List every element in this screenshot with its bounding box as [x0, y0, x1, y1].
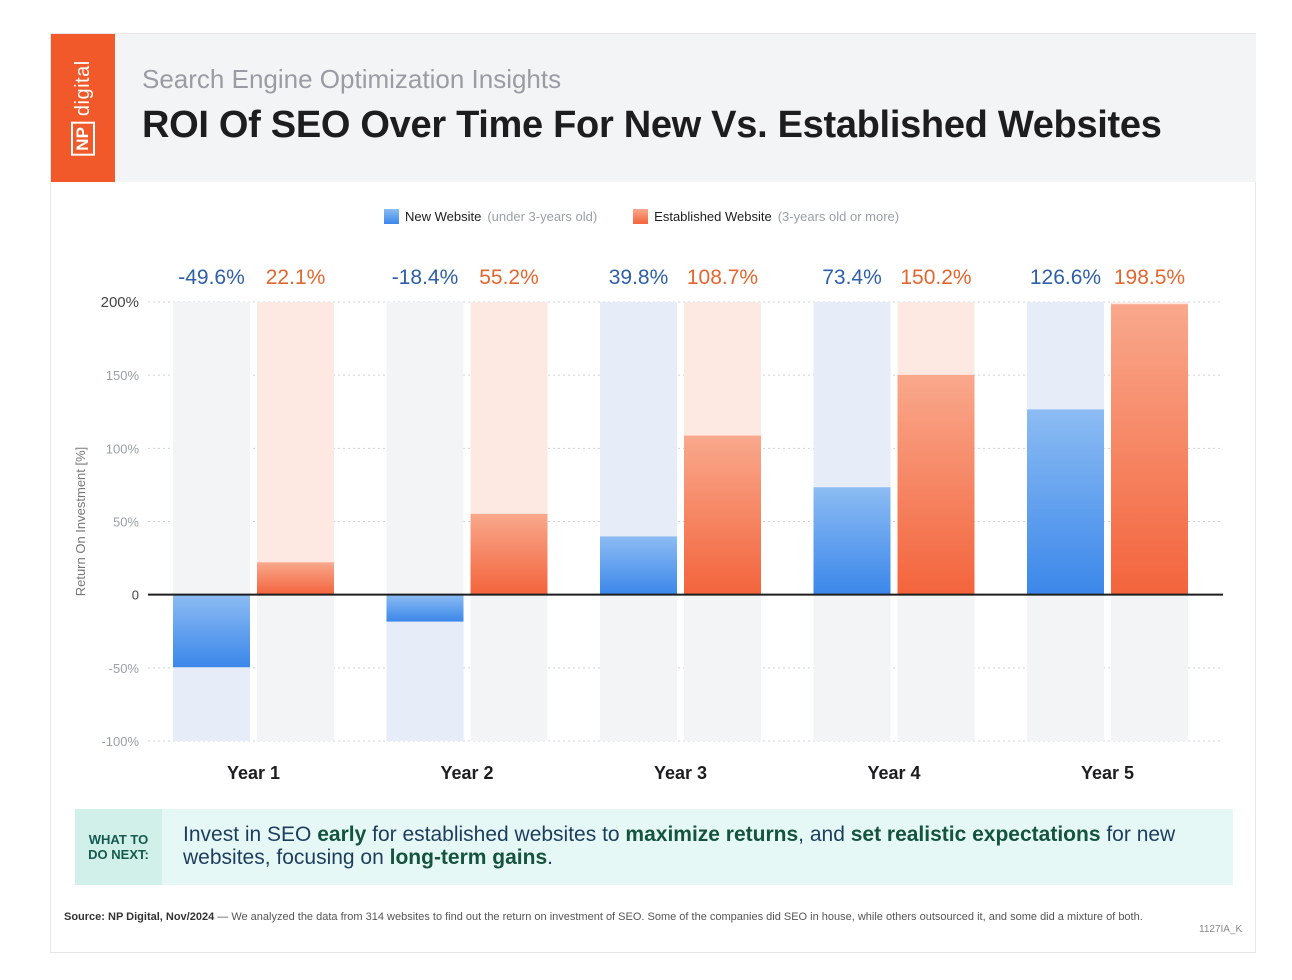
data-label: 55.2%: [479, 266, 539, 289]
new-website-bar: [600, 536, 677, 595]
callout-text-part: , and: [798, 823, 851, 846]
legend-swatch-new: [384, 209, 399, 224]
y-tick-label: 150%: [106, 368, 140, 383]
y-tick-label: 100%: [106, 441, 140, 456]
chart-title: ROI Of SEO Over Time For New Vs. Establi…: [142, 104, 1162, 146]
data-label: 22.1%: [266, 266, 326, 289]
bar-background-bottom: [257, 594, 334, 741]
graphic-code: 1127IA_K: [1199, 924, 1243, 935]
new-website-bar: [1027, 409, 1104, 595]
y-tick-label: 0: [132, 588, 139, 603]
data-label: -18.4%: [392, 266, 459, 289]
bar-background-bottom: [600, 594, 677, 741]
bar-background-top: [173, 302, 250, 595]
legend-note-established: (3-years old or more): [777, 209, 900, 224]
data-label: 126.6%: [1030, 266, 1101, 289]
legend-item-established: Established Website (3-years old or more…: [633, 209, 899, 224]
callout-text: Invest in SEO early for established webs…: [183, 823, 1223, 869]
new-website-bar: [813, 487, 891, 595]
established-website-bar: [257, 562, 334, 595]
y-axis-label: Return On Investment [%]: [73, 447, 88, 597]
legend-item-new: New Website (under 3-years old): [384, 209, 597, 224]
source-label: Source:: [64, 911, 105, 923]
what-to-do-next-callout: WHAT TO DO NEXT: Invest in SEO early for…: [75, 809, 1233, 885]
data-label: -49.6%: [178, 266, 245, 289]
x-category-label: Year 5: [1081, 763, 1134, 783]
callout-text-part: Invest in SEO: [183, 823, 318, 846]
data-label: 73.4%: [822, 266, 882, 289]
x-category-label: Year 2: [440, 763, 493, 783]
x-category-label: Year 4: [867, 763, 920, 783]
bar-background-bottom: [684, 594, 761, 741]
bar-background-bottom: [1111, 594, 1188, 741]
y-tick-label: 50%: [113, 515, 139, 530]
legend-note-new: (under 3-years old): [487, 209, 598, 224]
header: NP digital Search Engine Optimization In…: [51, 34, 1256, 182]
bar-background-top: [257, 302, 334, 595]
x-category-label: Year 3: [654, 763, 707, 783]
bar-background-bottom: [1027, 594, 1104, 741]
new-website-bar: [386, 594, 464, 622]
callout-tag-line1: WHAT TO: [88, 832, 149, 847]
data-label: 198.5%: [1114, 266, 1185, 289]
callout-text-part: maximize returns: [625, 823, 799, 846]
callout-text-part: for established websites to: [366, 823, 626, 846]
chart-subtitle: Search Engine Optimization Insights: [142, 64, 562, 94]
callout-text-part: early: [317, 823, 367, 846]
legend-name-established: Established Website: [654, 209, 772, 224]
source-text: — We analyzed the data from 314 websites…: [214, 911, 1143, 923]
new-website-bar: [173, 594, 250, 668]
established-website-bar: [684, 435, 761, 595]
y-tick-label: -50%: [109, 661, 140, 676]
established-website-bar: [470, 513, 548, 595]
legend: New Website (under 3-years old) Establis…: [384, 209, 899, 224]
bar-background-bottom: [897, 594, 975, 741]
roi-bar-chart: 200% 150% 100% 50% 0 -50% -100% Return On Inves…: [73, 266, 1223, 783]
infographic-card: NP digital Search Engine Optimization In…: [50, 33, 1256, 953]
bar-background-bottom: [813, 594, 891, 741]
established-website-bar: [1111, 304, 1188, 595]
bar-background-top: [386, 302, 464, 595]
np-digital-logo: NP digital: [51, 34, 115, 182]
bar-background-bottom: [470, 594, 548, 741]
callout-tag: WHAT TO DO NEXT:: [75, 809, 162, 885]
data-label: 39.8%: [609, 266, 669, 289]
y-tick-label: -100%: [101, 734, 139, 749]
y-tick-label: 200%: [101, 294, 139, 311]
callout-text-part: .: [547, 846, 553, 869]
callout-text-part: long-term gains: [389, 846, 548, 869]
established-website-bar: [897, 374, 975, 595]
callout-text-part: set realistic expectations: [850, 823, 1101, 846]
legend-swatch-established: [633, 209, 649, 224]
callout-tag-line2: DO NEXT:: [88, 847, 149, 862]
data-label: 150.2%: [900, 266, 971, 289]
legend-name-new: New Website: [405, 209, 482, 224]
source-note: Source: NP Digital, Nov/2024 — We analyz…: [64, 911, 1144, 924]
callout-text-part: for new websites, focusing on: [183, 823, 1176, 869]
source-name: NP Digital, Nov/2024: [108, 911, 215, 923]
data-label: 108.7%: [687, 266, 758, 289]
x-category-label: Year 1: [227, 763, 280, 783]
